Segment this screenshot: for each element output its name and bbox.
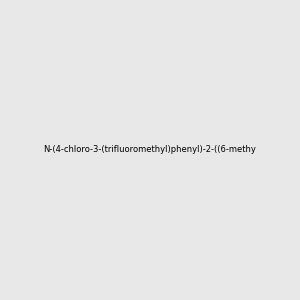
Text: N-(4-chloro-3-(trifluoromethyl)phenyl)-2-((6-methy: N-(4-chloro-3-(trifluoromethyl)phenyl)-2… <box>44 146 256 154</box>
